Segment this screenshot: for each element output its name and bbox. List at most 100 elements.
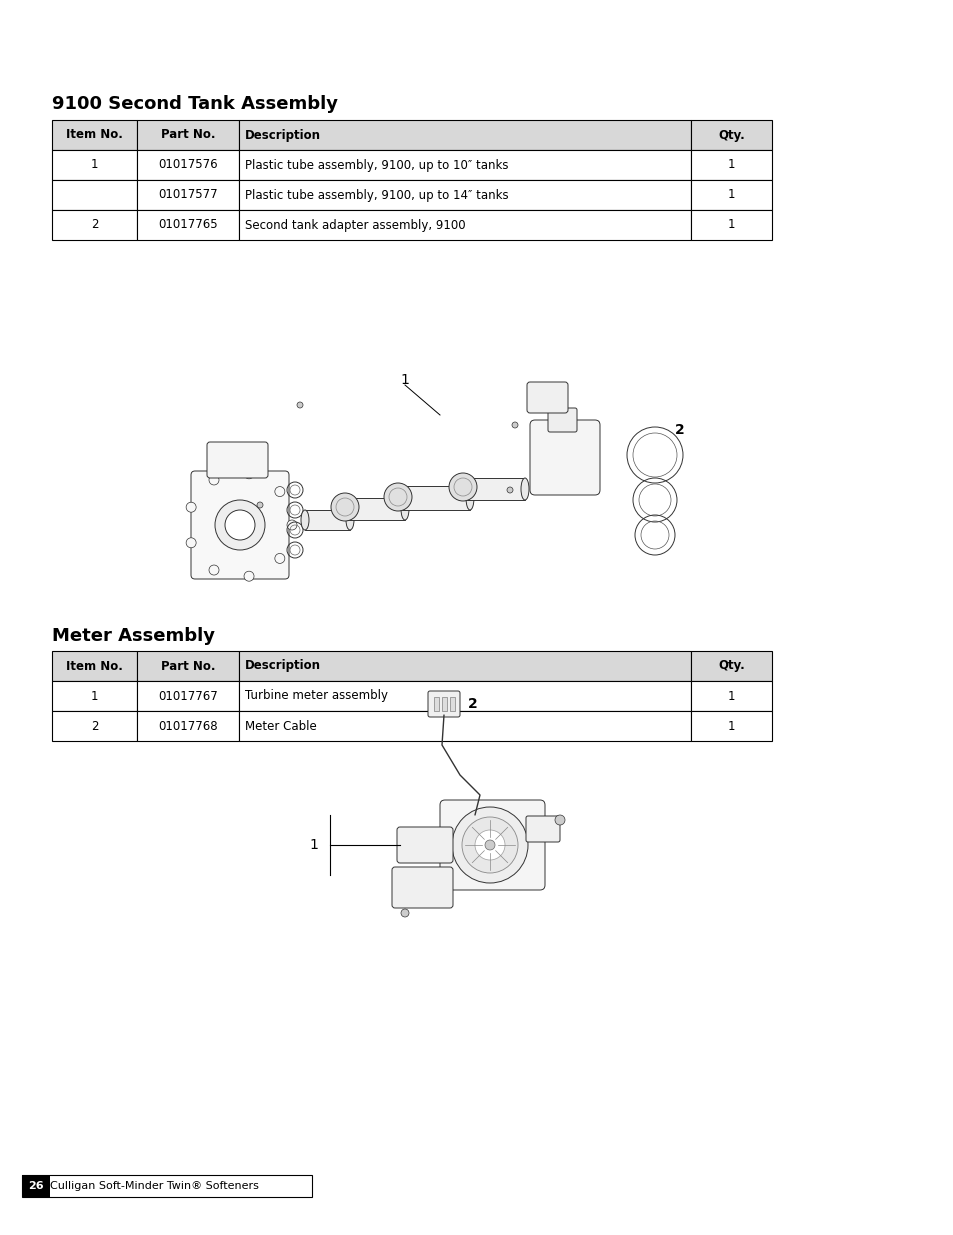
- Circle shape: [274, 553, 285, 563]
- Ellipse shape: [301, 510, 309, 530]
- Bar: [239, 120, 691, 149]
- Bar: [137, 680, 239, 711]
- Circle shape: [512, 422, 517, 429]
- Circle shape: [555, 815, 564, 825]
- Text: 01017765: 01017765: [158, 219, 217, 231]
- Bar: [52, 149, 137, 180]
- FancyBboxPatch shape: [526, 382, 567, 412]
- Bar: [137, 120, 239, 149]
- Ellipse shape: [520, 478, 529, 500]
- Text: 01017767: 01017767: [158, 689, 217, 703]
- Text: 01017576: 01017576: [158, 158, 217, 172]
- Bar: [137, 149, 239, 180]
- Bar: [450, 697, 455, 711]
- Circle shape: [331, 493, 358, 521]
- FancyBboxPatch shape: [396, 827, 453, 863]
- Text: 1: 1: [91, 158, 98, 172]
- Text: Description: Description: [245, 659, 321, 673]
- Circle shape: [186, 503, 196, 513]
- Circle shape: [400, 909, 409, 918]
- Bar: [137, 210, 239, 240]
- Circle shape: [484, 840, 495, 850]
- Circle shape: [506, 487, 513, 493]
- Bar: [239, 180, 691, 210]
- Bar: [137, 711, 239, 741]
- Bar: [52, 210, 137, 240]
- Bar: [691, 180, 771, 210]
- Bar: [239, 210, 691, 240]
- Text: 1: 1: [91, 689, 98, 703]
- Circle shape: [256, 501, 263, 508]
- FancyBboxPatch shape: [547, 408, 577, 432]
- Circle shape: [461, 818, 517, 873]
- Text: 1: 1: [727, 720, 735, 732]
- Bar: [52, 651, 137, 680]
- Text: 2: 2: [675, 424, 684, 437]
- Text: Description: Description: [245, 128, 321, 142]
- Bar: [399, 487, 470, 510]
- Bar: [239, 149, 691, 180]
- Text: 2: 2: [91, 219, 98, 231]
- Text: Qty.: Qty.: [718, 128, 744, 142]
- Text: 1: 1: [727, 219, 735, 231]
- Ellipse shape: [346, 510, 354, 530]
- Bar: [305, 510, 350, 530]
- Text: Plastic tube assembly, 9100, up to 10″ tanks: Plastic tube assembly, 9100, up to 10″ t…: [245, 158, 508, 172]
- Bar: [691, 680, 771, 711]
- Text: 26: 26: [29, 1181, 44, 1191]
- Ellipse shape: [395, 487, 403, 510]
- Bar: [239, 651, 691, 680]
- Bar: [345, 498, 405, 520]
- Text: Meter Assembly: Meter Assembly: [52, 627, 214, 645]
- Circle shape: [186, 537, 196, 548]
- Text: Part No.: Part No.: [161, 659, 215, 673]
- Text: 01017577: 01017577: [158, 189, 217, 201]
- Text: Second tank adapter assembly, 9100: Second tank adapter assembly, 9100: [245, 219, 465, 231]
- Text: Qty.: Qty.: [718, 659, 744, 673]
- Circle shape: [209, 475, 219, 485]
- Circle shape: [244, 469, 253, 479]
- Text: Item No.: Item No.: [66, 659, 123, 673]
- Circle shape: [296, 403, 303, 408]
- Text: 1: 1: [727, 689, 735, 703]
- Bar: [691, 651, 771, 680]
- Bar: [691, 210, 771, 240]
- Bar: [691, 711, 771, 741]
- Bar: [137, 180, 239, 210]
- Circle shape: [287, 520, 296, 530]
- Text: 1: 1: [309, 839, 317, 852]
- Circle shape: [452, 806, 527, 883]
- Text: 01017768: 01017768: [158, 720, 217, 732]
- Bar: [22, 1174, 50, 1197]
- Text: Plastic tube assembly, 9100, up to 14″ tanks: Plastic tube assembly, 9100, up to 14″ t…: [245, 189, 508, 201]
- FancyBboxPatch shape: [207, 442, 268, 478]
- Circle shape: [244, 572, 253, 582]
- Text: 2: 2: [468, 697, 477, 711]
- Bar: [434, 697, 438, 711]
- Bar: [52, 711, 137, 741]
- Text: 9100 Second Tank Assembly: 9100 Second Tank Assembly: [52, 95, 337, 112]
- Circle shape: [475, 830, 504, 860]
- Ellipse shape: [340, 498, 349, 520]
- Bar: [464, 478, 524, 500]
- Circle shape: [384, 483, 412, 511]
- Ellipse shape: [400, 498, 409, 520]
- Circle shape: [274, 487, 285, 496]
- Bar: [22, 1174, 312, 1197]
- FancyBboxPatch shape: [530, 420, 599, 495]
- Bar: [52, 680, 137, 711]
- FancyBboxPatch shape: [428, 692, 459, 718]
- Circle shape: [209, 566, 219, 576]
- Text: 1: 1: [400, 373, 409, 387]
- Bar: [137, 651, 239, 680]
- Text: Part No.: Part No.: [161, 128, 215, 142]
- Text: 1: 1: [727, 189, 735, 201]
- Text: Meter Cable: Meter Cable: [245, 720, 316, 732]
- Bar: [52, 120, 137, 149]
- FancyBboxPatch shape: [191, 471, 289, 579]
- Text: 2: 2: [91, 720, 98, 732]
- Text: Culligan Soft-Minder Twin® Softeners: Culligan Soft-Minder Twin® Softeners: [50, 1181, 258, 1191]
- Bar: [691, 120, 771, 149]
- FancyBboxPatch shape: [392, 867, 453, 908]
- Circle shape: [225, 510, 254, 540]
